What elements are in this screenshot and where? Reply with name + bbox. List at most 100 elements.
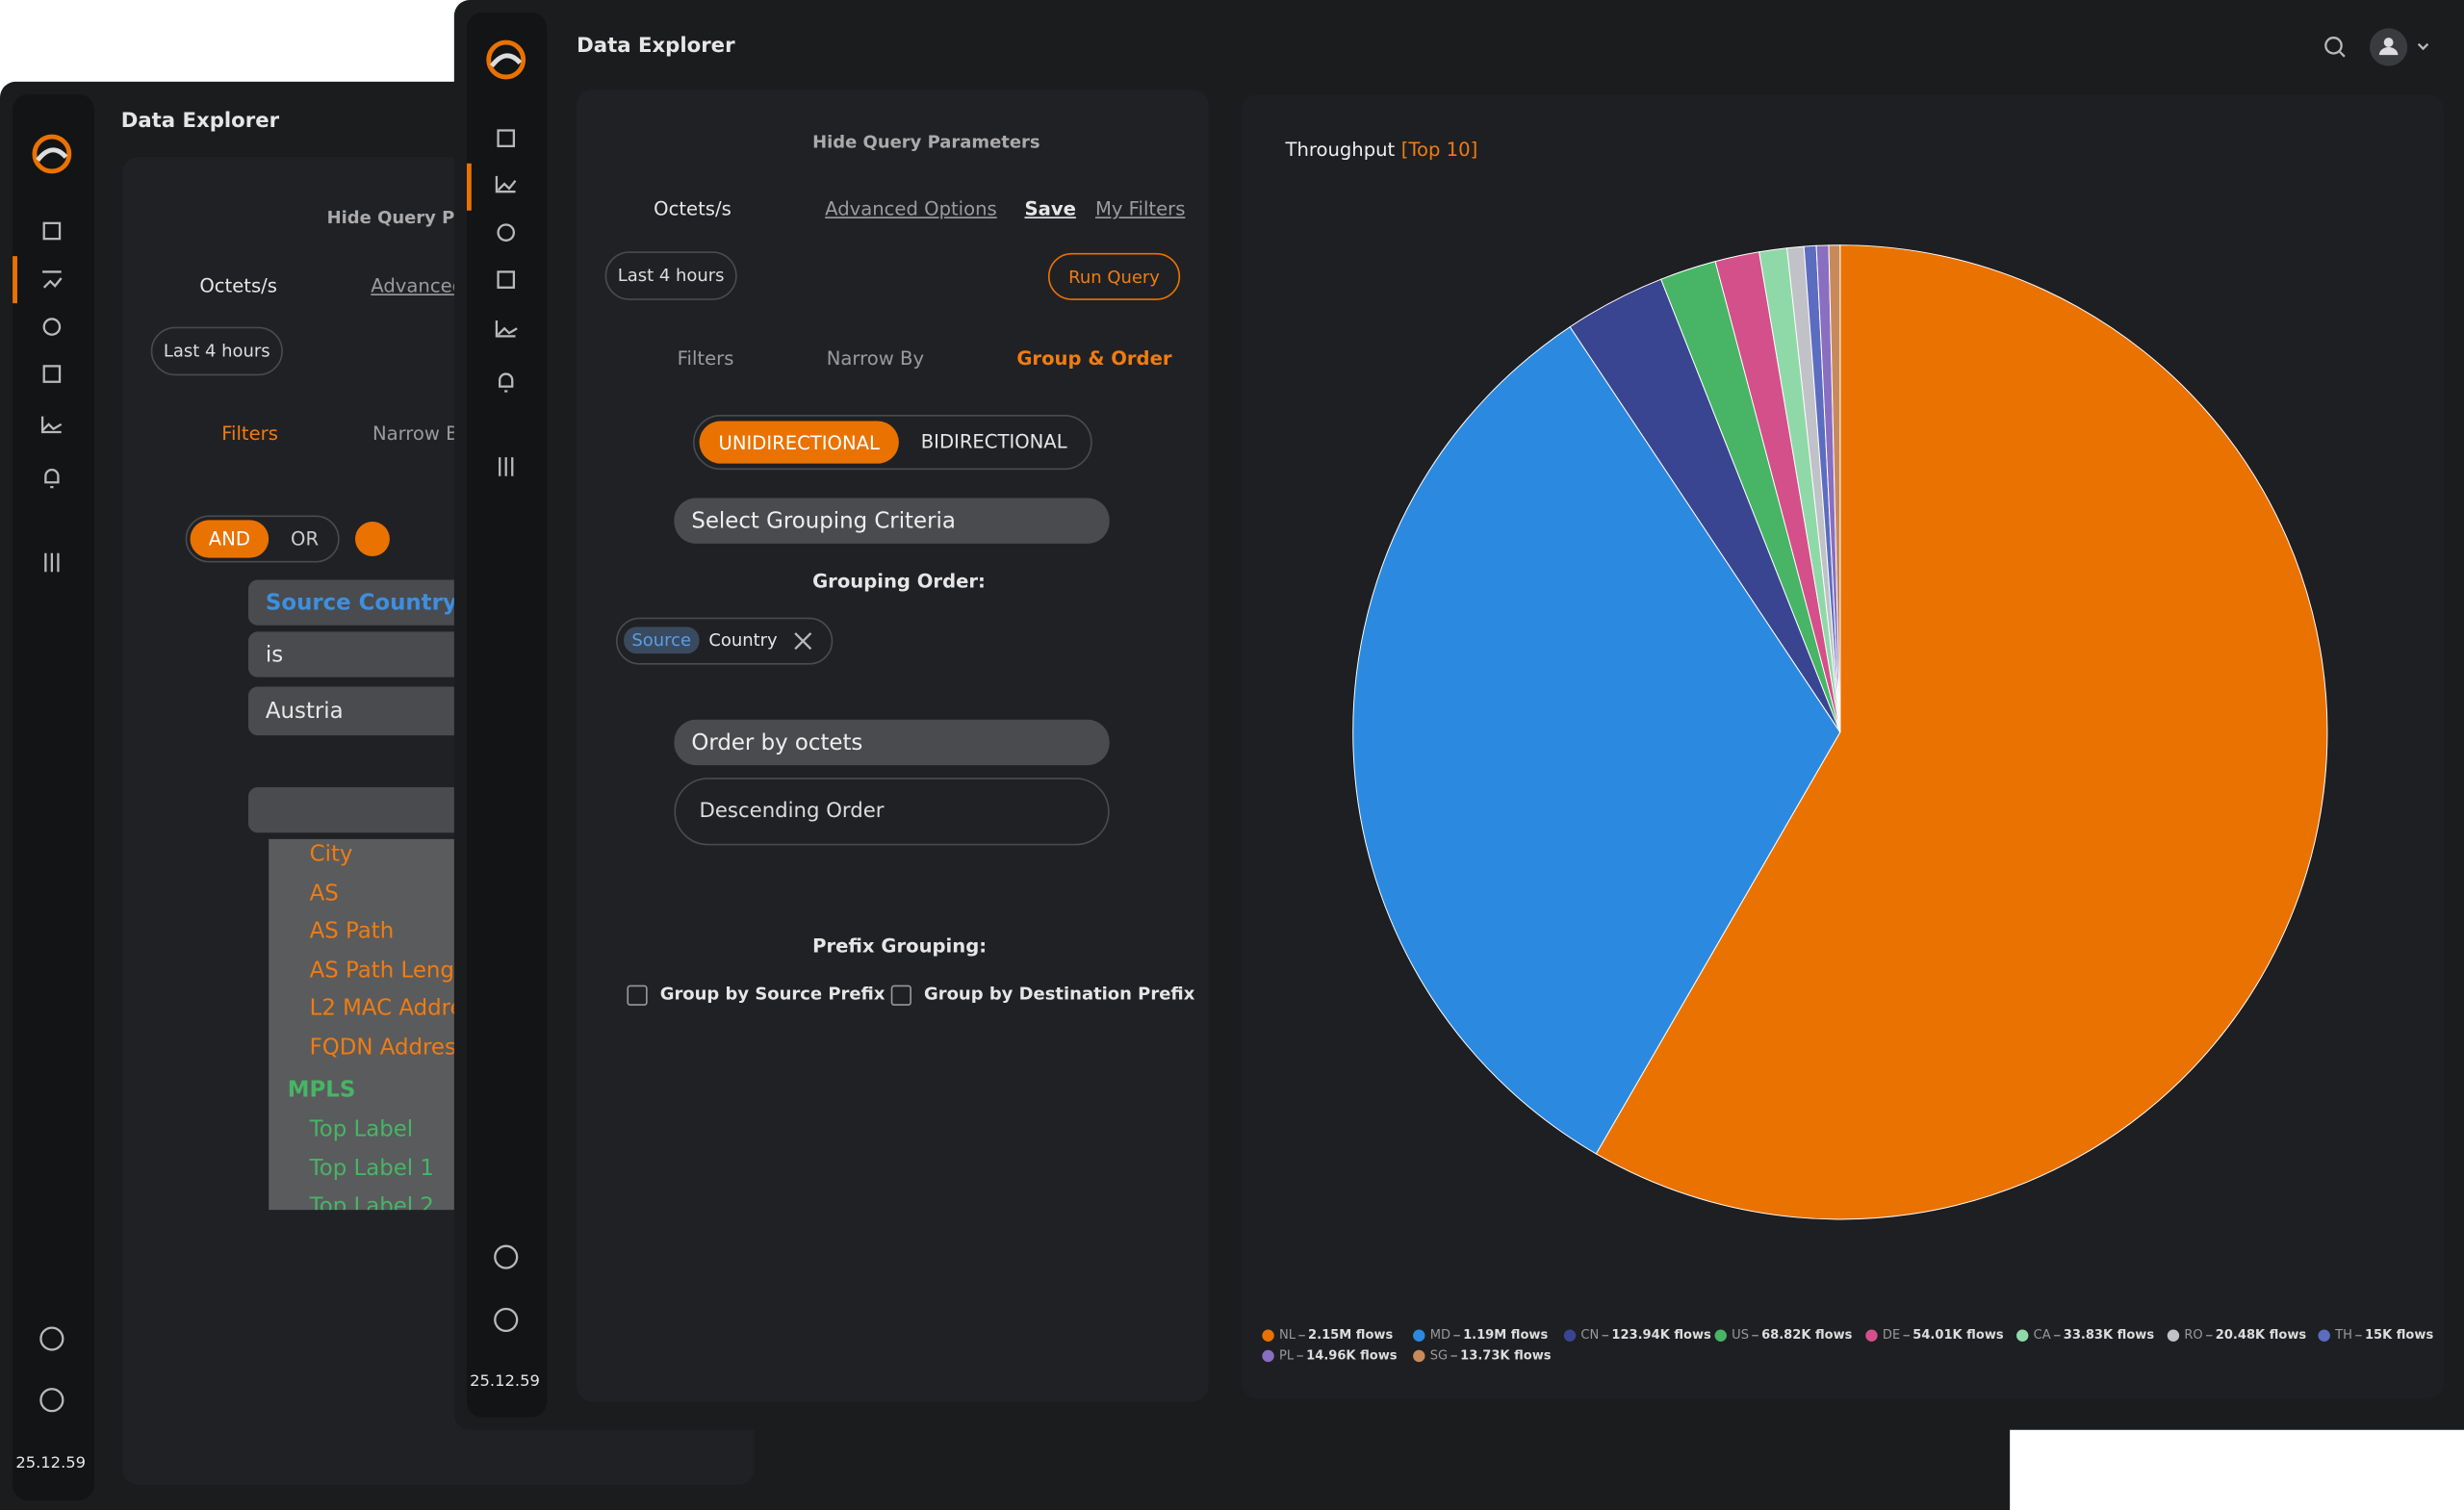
- legend-swatch: [1714, 1329, 1727, 1342]
- time-range[interactable]: Last 4 hours: [150, 326, 283, 376]
- legend-value: 33.83K flows: [2064, 1328, 2155, 1343]
- sidebar: 25.12.59: [466, 13, 548, 1418]
- header-icons[interactable]: [2317, 25, 2434, 72]
- tab[interactable]: Narrow By: [372, 422, 471, 446]
- nav-icons: [39, 221, 64, 1413]
- tab[interactable]: Filters: [221, 422, 278, 446]
- grouping-select[interactable]: Select Grouping Criteria: [674, 498, 1110, 544]
- logo: [32, 134, 72, 174]
- chip-part: Country: [708, 629, 778, 651]
- prefix-label: Prefix Grouping:: [812, 934, 988, 958]
- metric[interactable]: Octets/s: [654, 197, 732, 220]
- grouping-order-label: Grouping Order:: [812, 570, 986, 593]
- direction-option[interactable]: UNIDIRECTIONAL: [699, 421, 899, 464]
- chart-title: Throughput: [1285, 139, 1396, 161]
- pie-slice: [1352, 325, 1841, 1155]
- tab[interactable]: Group & Order: [1016, 346, 1172, 370]
- logo-arc: [490, 53, 523, 68]
- field-option[interactable]: Top Label 2: [309, 1193, 434, 1211]
- legend-swatch: [1413, 1349, 1425, 1363]
- legend-swatch: [1865, 1329, 1878, 1342]
- legend-label: NL: [1279, 1328, 1296, 1343]
- field-option[interactable]: AS Path: [309, 919, 395, 945]
- active-indicator: [13, 256, 17, 304]
- sidebar: 25.12.59: [13, 93, 94, 1501]
- legend-label: RO: [2184, 1328, 2202, 1343]
- filter-value[interactable]: Austria: [247, 686, 469, 736]
- checkbox-label[interactable]: Group by Destination Prefix: [923, 984, 1195, 1005]
- order-select[interactable]: Order by octets: [674, 719, 1110, 766]
- filter-operator[interactable]: is: [247, 631, 469, 678]
- logo: [486, 39, 526, 80]
- field-option[interactable]: Top Label 1: [309, 1155, 434, 1181]
- chart-panel: Throughput [Top 10] NL 2.15M flows MD 1.19M…: [1241, 93, 2444, 1399]
- logic-or[interactable]: OR: [291, 527, 320, 550]
- field-option[interactable]: Top Label: [309, 1116, 414, 1142]
- chip-remove[interactable]: [792, 630, 814, 653]
- chip-part: Source: [624, 627, 700, 654]
- legend-value: 13.73K flows: [1460, 1348, 1552, 1363]
- legend-label: MD: [1430, 1328, 1450, 1343]
- tab[interactable]: Filters: [677, 346, 734, 370]
- direction-option[interactable]: BIDIRECTIONAL: [920, 430, 1067, 453]
- advanced[interactable]: Advanced Options: [825, 197, 997, 220]
- field-option[interactable]: L2 MAC Address: [309, 996, 474, 1022]
- logo-arc: [36, 147, 68, 163]
- legend-label: DE: [1883, 1328, 1900, 1343]
- logic-toggle: [185, 515, 340, 563]
- checkbox-label[interactable]: Group by Source Prefix: [659, 984, 886, 1005]
- chart: Throughput [Top 10] NL 2.15M flows MD 1.19M…: [1262, 139, 2433, 1363]
- sidebar-icons: [466, 39, 526, 1332]
- next-field[interactable]: [247, 786, 469, 833]
- field-option[interactable]: AS: [309, 881, 339, 907]
- run-query[interactable]: Run Query: [1047, 252, 1181, 300]
- field-list: City AS AS Path AS Path Length L2 MAC Addres…: [269, 838, 474, 1211]
- legend-swatch: [2318, 1329, 2330, 1342]
- metric[interactable]: Octets/s: [199, 274, 277, 297]
- legend-label: TH: [2334, 1328, 2352, 1343]
- sort-select[interactable]: Descending Order: [674, 778, 1110, 846]
- direction-toggle: [692, 415, 1092, 471]
- app-title: Data Explorer: [577, 34, 735, 59]
- legend-swatch: [1262, 1329, 1274, 1342]
- add-button[interactable]: [354, 522, 390, 556]
- pie-slice: [1595, 244, 2328, 1220]
- sidebar-icons: [13, 134, 72, 1413]
- time-range[interactable]: Last 4 hours: [604, 251, 737, 300]
- field-option[interactable]: City: [309, 842, 353, 868]
- legend-label: CA: [2034, 1328, 2051, 1343]
- hide-query[interactable]: Hide Query Parameters: [812, 132, 1040, 153]
- chart-subtitle: [Top 10]: [1401, 139, 1477, 161]
- legend-value: 123.94K flows: [1611, 1328, 1711, 1343]
- legend-value: 54.01K flows: [1912, 1328, 2004, 1343]
- legend-swatch: [1413, 1329, 1425, 1342]
- legend-swatch: [1563, 1329, 1577, 1342]
- front-window: 25.12.59 Data Explorer Hide Query Parame…: [453, 0, 2464, 1430]
- my-filters[interactable]: My Filters: [1094, 197, 1186, 220]
- legend-value: 20.48K flows: [2216, 1328, 2307, 1343]
- legend-label: CN: [1580, 1328, 1599, 1343]
- field-option[interactable]: MPLS: [287, 1077, 356, 1104]
- legend-swatch: [2016, 1329, 2029, 1342]
- active-indicator: [466, 163, 472, 211]
- filter-field[interactable]: Source Country: [247, 579, 469, 626]
- query-panel: Hide Query Parameters Octets/s Advanced …: [577, 90, 1209, 1402]
- tab[interactable]: Narrow By: [826, 346, 925, 370]
- legend-value: 15K flows: [2365, 1328, 2433, 1343]
- legend-label: US: [1732, 1328, 1749, 1343]
- checkbox[interactable]: [627, 985, 648, 1006]
- checkbox[interactable]: [890, 985, 911, 1006]
- save[interactable]: Save: [1024, 197, 1076, 220]
- pie-slice: [1828, 244, 1841, 732]
- group-chip[interactable]: [615, 617, 834, 665]
- legend-value: 1.19M flows: [1463, 1328, 1548, 1343]
- legend-swatch: [1262, 1349, 1274, 1363]
- version: 25.12.59: [470, 1372, 540, 1391]
- logic-and[interactable]: AND: [190, 520, 270, 558]
- nav-icons: [494, 129, 519, 1332]
- field-option[interactable]: AS Path Length: [309, 958, 474, 984]
- field-option[interactable]: FQDN Address: [309, 1035, 468, 1061]
- legend-value: 68.82K flows: [1761, 1328, 1853, 1343]
